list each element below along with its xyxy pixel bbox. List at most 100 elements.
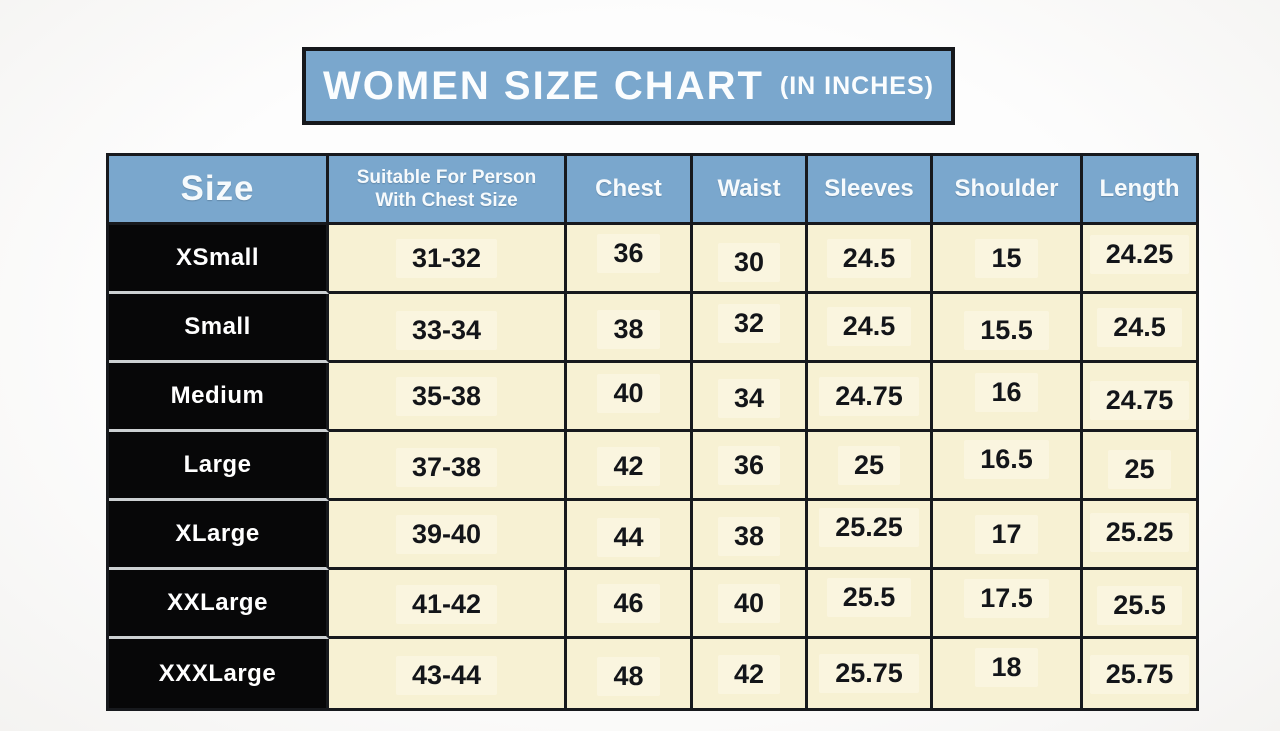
header-cell-size: Size: [109, 156, 329, 225]
cell-xxxlarge-waist: 42: [693, 639, 808, 708]
cell-value: 24.25: [1089, 234, 1190, 274]
cell-value: 15: [975, 238, 1038, 278]
cell-value: 25.75: [819, 654, 919, 693]
cell-medium-shoulder: 16: [933, 363, 1083, 432]
header-cell-length: Length: [1083, 156, 1196, 225]
cell-large-suitable: 37-38: [329, 432, 567, 501]
cell-value: 36: [717, 445, 781, 485]
cell-large-length: 25: [1083, 432, 1196, 501]
cell-value: 18: [975, 648, 1038, 687]
cell-medium-sleeves: 24.75: [808, 363, 933, 432]
cell-xsmall-chest: 36: [567, 225, 693, 294]
cell-xsmall-length: 24.25: [1083, 225, 1196, 294]
cell-value: 31-32: [395, 238, 498, 278]
size-label-small: Small: [109, 294, 329, 363]
cell-xxxlarge-sleeves: 25.75: [808, 639, 933, 708]
cell-medium-suitable: 35-38: [329, 363, 567, 432]
header-cell-suitable: Suitable For Person With Chest Size: [329, 156, 567, 225]
cell-value: 15.5: [964, 310, 1049, 350]
cell-xxxlarge-length: 25.75: [1083, 639, 1196, 708]
cell-xxlarge-length: 25.5: [1083, 570, 1196, 639]
cell-medium-waist: 34: [693, 363, 808, 432]
header-cell-sleeves: Sleeves: [808, 156, 933, 225]
cell-value: 24.5: [826, 306, 912, 346]
cell-xxlarge-suitable: 41-42: [329, 570, 567, 639]
size-chart-table: Size Suitable For Person With Chest Size Ch…: [106, 153, 1199, 711]
cell-value: 25: [1108, 449, 1171, 489]
cell-value: 25: [837, 445, 901, 485]
cell-value: 24.75: [819, 376, 919, 416]
cell-xlarge-chest: 44: [567, 501, 693, 570]
cell-large-chest: 42: [567, 432, 693, 501]
cell-xlarge-shoulder: 17: [933, 501, 1083, 570]
cell-value: 46: [597, 583, 660, 623]
cell-value: 24.5: [1097, 307, 1182, 347]
cell-xxlarge-sleeves: 25.5: [808, 570, 933, 639]
cell-xsmall-suitable: 31-32: [329, 225, 567, 294]
size-label-xxxlarge: XXXLarge: [109, 639, 329, 708]
cell-value: 42: [597, 446, 660, 486]
cell-value: 16.5: [964, 439, 1049, 479]
cell-value: 37-38: [395, 447, 498, 487]
cell-large-sleeves: 25: [808, 432, 933, 501]
cell-value: 42: [717, 655, 781, 694]
cell-xxxlarge-suitable: 43-44: [329, 639, 567, 708]
cell-xsmall-shoulder: 15: [933, 225, 1083, 294]
cell-small-length: 24.5: [1083, 294, 1196, 363]
size-label-xsmall: XSmall: [109, 225, 329, 294]
cell-value: 25.75: [1089, 655, 1190, 694]
cell-value: 33-34: [395, 310, 498, 350]
cell-large-shoulder: 16.5: [933, 432, 1083, 501]
cell-medium-chest: 40: [567, 363, 693, 432]
cell-xxxlarge-chest: 48: [567, 639, 693, 708]
cell-value: 40: [597, 373, 660, 413]
cell-value: 38: [597, 309, 660, 349]
cell-value: 16: [975, 372, 1038, 412]
page-title: WOMEN SIZE CHART: [323, 63, 764, 108]
size-label-xxlarge: XXLarge: [109, 570, 329, 639]
cell-xlarge-length: 25.25: [1083, 501, 1196, 570]
cell-small-waist: 32: [693, 294, 808, 363]
cell-xlarge-waist: 38: [693, 501, 808, 570]
size-label-large: Large: [109, 432, 329, 501]
cell-xsmall-waist: 30: [693, 225, 808, 294]
cell-value: 30: [717, 242, 781, 282]
cell-xlarge-suitable: 39-40: [329, 501, 567, 570]
header-cell-chest: Chest: [567, 156, 693, 225]
cell-xlarge-sleeves: 25.25: [808, 501, 933, 570]
size-label-medium: Medium: [109, 363, 329, 432]
cell-small-sleeves: 24.5: [808, 294, 933, 363]
cell-value: 17.5: [964, 578, 1049, 618]
size-label-xlarge: XLarge: [109, 501, 329, 570]
cell-value: 44: [597, 517, 660, 557]
cell-medium-length: 24.75: [1083, 363, 1196, 432]
cell-value: 24.75: [1089, 380, 1190, 420]
cell-value: 25.25: [1089, 512, 1190, 552]
cell-small-chest: 38: [567, 294, 693, 363]
header-cell-waist: Waist: [693, 156, 808, 225]
cell-value: 40: [717, 583, 781, 623]
cell-xxlarge-waist: 40: [693, 570, 808, 639]
header-suitable-line2: With Chest Size: [375, 190, 518, 211]
cell-xxlarge-chest: 46: [567, 570, 693, 639]
cell-value: 17: [975, 514, 1038, 554]
cell-small-shoulder: 15.5: [933, 294, 1083, 363]
cell-value: 39-40: [395, 514, 498, 554]
cell-value: 48: [597, 657, 660, 696]
cell-value: 25.25: [819, 507, 919, 547]
cell-value: 41-42: [395, 584, 498, 624]
cell-value: 43-44: [395, 656, 498, 695]
cell-value: 25.5: [826, 577, 912, 617]
cell-value: 36: [597, 233, 660, 273]
header-cell-shoulder: Shoulder: [933, 156, 1083, 225]
cell-small-suitable: 33-34: [329, 294, 567, 363]
cell-xsmall-sleeves: 24.5: [808, 225, 933, 294]
title-banner: WOMEN SIZE CHART (IN INCHES): [302, 47, 955, 125]
cell-large-waist: 36: [693, 432, 808, 501]
cell-xxlarge-shoulder: 17.5: [933, 570, 1083, 639]
cell-xxxlarge-shoulder: 18: [933, 639, 1083, 708]
cell-value: 24.5: [826, 238, 912, 278]
header-suitable-line1: Suitable For Person: [356, 166, 537, 188]
cell-value: 34: [717, 378, 781, 418]
